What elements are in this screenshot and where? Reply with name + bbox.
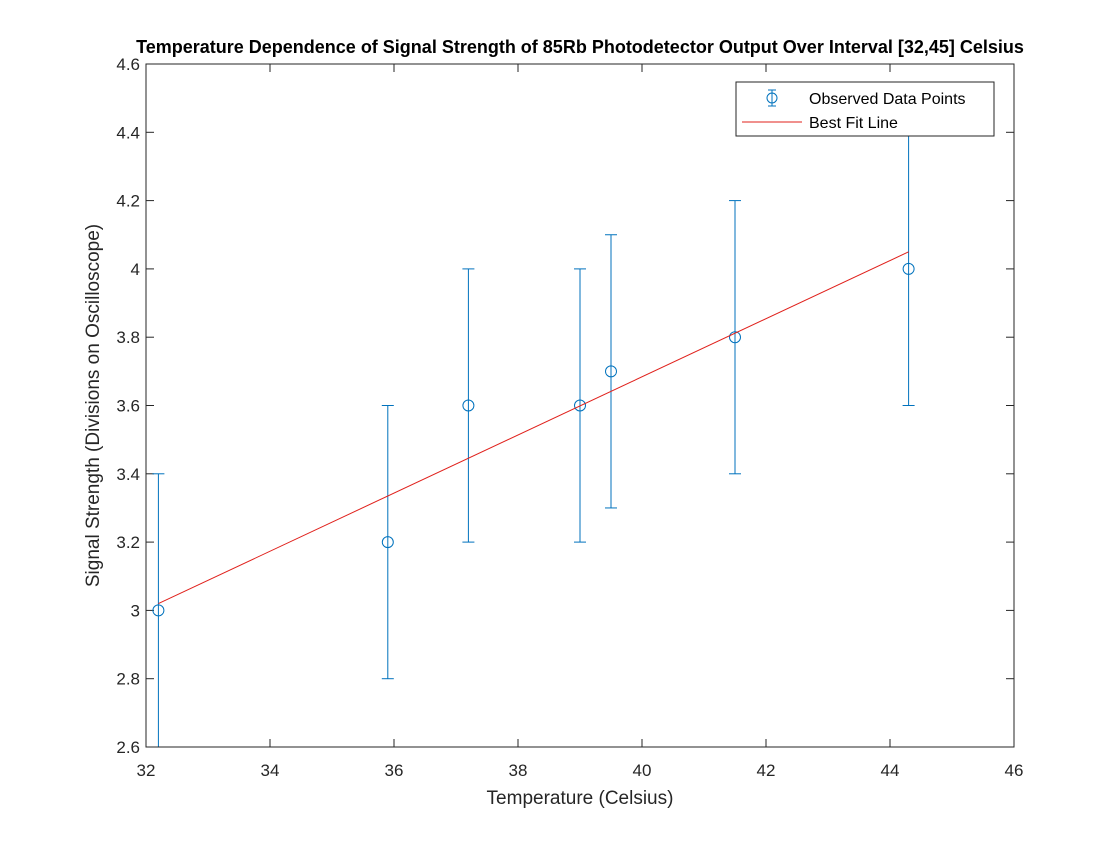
y-tick-label: 4.6 xyxy=(116,55,140,74)
y-tick-label: 2.6 xyxy=(116,738,140,757)
x-tick-label: 42 xyxy=(757,761,776,780)
y-tick-label: 2.8 xyxy=(116,670,140,689)
x-tick-label: 34 xyxy=(261,761,280,780)
data-point xyxy=(605,365,617,378)
legend: Observed Data Points Best Fit Line xyxy=(735,81,995,137)
y-tick-label: 3.4 xyxy=(116,465,140,484)
y-tick-label: 3.8 xyxy=(116,328,140,347)
x-tick-label: 36 xyxy=(385,761,404,780)
data-point xyxy=(902,262,915,275)
x-tick-label: 44 xyxy=(881,761,900,780)
y-tick-label: 4.2 xyxy=(116,192,140,211)
y-tick-label: 4 xyxy=(131,260,140,279)
x-tick-label: 46 xyxy=(1005,761,1024,780)
axes-box xyxy=(145,63,1015,748)
data-point xyxy=(381,536,394,549)
x-axis-label: Temperature (Celsius) xyxy=(487,788,674,809)
error-bar xyxy=(605,234,617,509)
y-tick-label: 3.6 xyxy=(116,397,140,416)
error-bar xyxy=(729,200,741,475)
legend-box xyxy=(735,81,995,137)
data-point xyxy=(462,399,475,412)
x-tick-label: 38 xyxy=(509,761,528,780)
data-point xyxy=(729,331,741,344)
x-tick-label: 32 xyxy=(137,761,156,780)
chart-title: Temperature Dependence of Signal Strengt… xyxy=(136,37,1024,57)
legend-label: Observed Data Points xyxy=(809,91,966,108)
plot-area xyxy=(152,131,915,747)
legend-marker-icon xyxy=(766,92,778,104)
label-layer: Temperature Dependence of Signal Strengt… xyxy=(83,37,1024,809)
y-tick-label: 4.4 xyxy=(116,123,140,142)
y-axis-label: Signal Strength (Divisions on Oscillosco… xyxy=(83,224,104,587)
error-bar xyxy=(462,268,475,543)
y-tick-label: 3 xyxy=(131,601,140,620)
error-bar xyxy=(381,405,394,680)
data-point xyxy=(574,399,586,412)
data-layer xyxy=(152,131,915,747)
x-tick-label: 40 xyxy=(633,761,652,780)
error-bar xyxy=(152,473,165,747)
data-point xyxy=(152,604,165,617)
tick-layer: 32 34 36 38 40 42 44 46 2.6 2.8 3 3.2 3.4 3.6 3.8 4 4.2 4… xyxy=(116,55,1023,780)
legend-label: Best Fit Line xyxy=(809,115,898,132)
y-tick-label: 3.2 xyxy=(116,533,140,552)
best-fit-line xyxy=(158,251,909,605)
